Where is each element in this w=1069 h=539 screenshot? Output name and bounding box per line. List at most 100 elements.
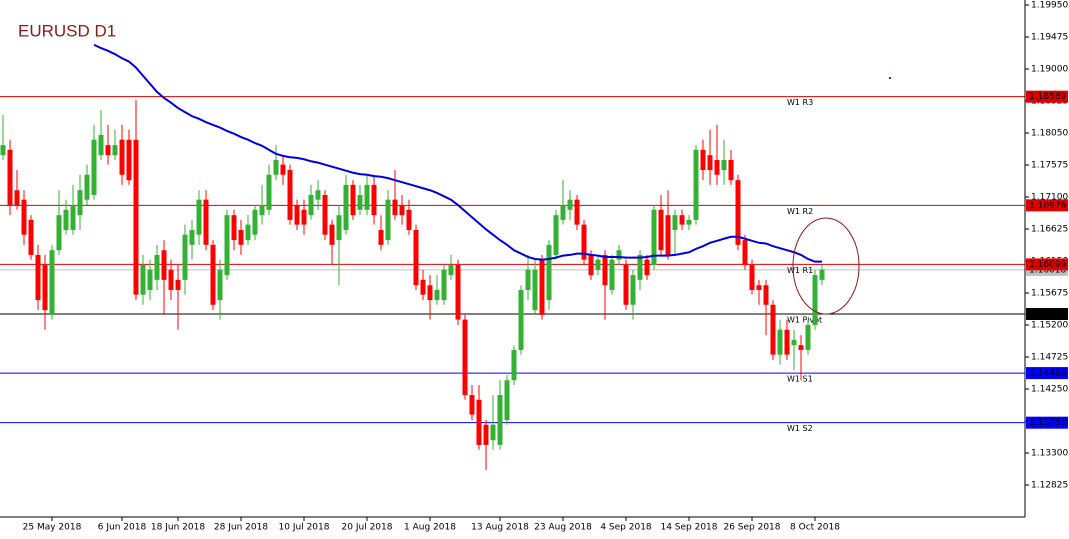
- y-tick-label: 1.14725: [1031, 352, 1068, 362]
- candle-body: [98, 135, 104, 156]
- candle-body: [70, 205, 76, 231]
- candle-body: [378, 230, 384, 245]
- candle-body: [315, 190, 321, 200]
- y-tick-label: 1.18050: [1031, 128, 1068, 138]
- candle-body: [595, 259, 601, 270]
- candle-body: [84, 174, 90, 200]
- candle-body: [567, 199, 573, 210]
- level-price-label: 1.16099: [1029, 260, 1066, 270]
- candle-body: [119, 139, 125, 175]
- candle-body: [392, 199, 398, 216]
- candle-body: [406, 209, 412, 231]
- y-tick-label: 1.15200: [1031, 320, 1068, 330]
- candle-body: [679, 215, 685, 225]
- candle-body: [21, 199, 27, 235]
- candle-body: [294, 205, 300, 225]
- candle-body: [42, 265, 48, 311]
- candle-body: [63, 209, 69, 231]
- candle-body: [560, 205, 566, 220]
- candle-body: [210, 244, 216, 305]
- y-tick-label: 1.12825: [1031, 480, 1068, 490]
- x-tick-label: 20 Jul 2018: [342, 523, 393, 533]
- candle-body: [812, 275, 818, 325]
- level-price-box: [1026, 416, 1068, 429]
- candle-body: [224, 215, 230, 276]
- x-tick-label: 18 Jun 2018: [151, 523, 205, 533]
- candle-body: [714, 159, 720, 175]
- candle-body: [399, 205, 405, 216]
- candle-body: [490, 424, 496, 441]
- candle-body: [441, 269, 447, 301]
- candle-body: [448, 265, 454, 276]
- candle-body: [609, 259, 615, 290]
- level-price-box: [1026, 258, 1068, 271]
- y-tick-label: 1.19475: [1031, 32, 1068, 42]
- candle-body: [217, 269, 223, 301]
- candle-body: [574, 199, 580, 225]
- candle-body: [7, 149, 13, 206]
- candle-body: [91, 139, 97, 195]
- y-tick-label: 1.13300: [1031, 448, 1068, 458]
- y-tick-label: 1.16625: [1031, 224, 1068, 234]
- candle-body: [588, 254, 594, 276]
- candle-body: [308, 194, 314, 216]
- candle-body: [231, 215, 237, 241]
- candle-body: [0, 145, 6, 156]
- candle-body: [420, 279, 426, 295]
- candle-body: [693, 149, 699, 220]
- candle-body: [651, 209, 657, 266]
- candle-body: [504, 380, 510, 420]
- candle-body: [434, 289, 440, 301]
- candle-body: [518, 289, 524, 350]
- candle-body: [350, 184, 356, 216]
- level-price-box: [1026, 199, 1068, 212]
- candle-body: [322, 194, 328, 235]
- candle-body: [273, 159, 279, 175]
- candle-body: [49, 250, 55, 315]
- candle-body: [497, 395, 503, 445]
- candle-body: [266, 174, 272, 210]
- candle-body: [546, 244, 552, 301]
- candle-body: [126, 139, 132, 181]
- candle-body: [427, 285, 433, 301]
- level-name: W1 Pivot: [787, 316, 822, 325]
- level-name: W1 S1: [787, 375, 813, 384]
- chart-title: EURUSD D1: [18, 21, 116, 40]
- candle-body: [756, 285, 762, 290]
- candle-body: [189, 230, 195, 245]
- candle-body: [616, 250, 622, 260]
- candle-body: [658, 209, 664, 251]
- candle-body: [154, 254, 160, 280]
- candle-body: [798, 345, 804, 350]
- level-price-box: [1026, 367, 1068, 380]
- level-name: W1 R2: [787, 207, 813, 216]
- candle-body: [168, 269, 174, 290]
- candle-body: [791, 339, 797, 346]
- level-price-label: 1.14486: [1029, 369, 1066, 379]
- level-name: W1 S2: [787, 424, 813, 433]
- y-tick-label: 1.15675: [1031, 288, 1068, 298]
- candle-body: [644, 259, 650, 276]
- candle-body: [371, 184, 377, 216]
- candle-body: [301, 209, 307, 225]
- candle-body: [735, 180, 741, 245]
- candle-body: [77, 190, 83, 216]
- candle-body: [700, 149, 706, 171]
- candle-body: [252, 209, 258, 235]
- candle-body: [665, 215, 671, 255]
- candle-body: [630, 275, 636, 305]
- x-tick-label: 8 Oct 2018: [790, 523, 840, 533]
- candle-body: [539, 259, 545, 315]
- candle-body: [364, 184, 370, 210]
- candle-body: [14, 190, 20, 206]
- candle-body: [602, 254, 608, 286]
- x-tick-label: 13 Aug 2018: [471, 523, 529, 533]
- candle-body: [259, 205, 265, 216]
- candle-body: [413, 230, 419, 286]
- candle-body: [455, 265, 461, 320]
- candle-body: [287, 170, 293, 220]
- candle-body: [476, 399, 482, 445]
